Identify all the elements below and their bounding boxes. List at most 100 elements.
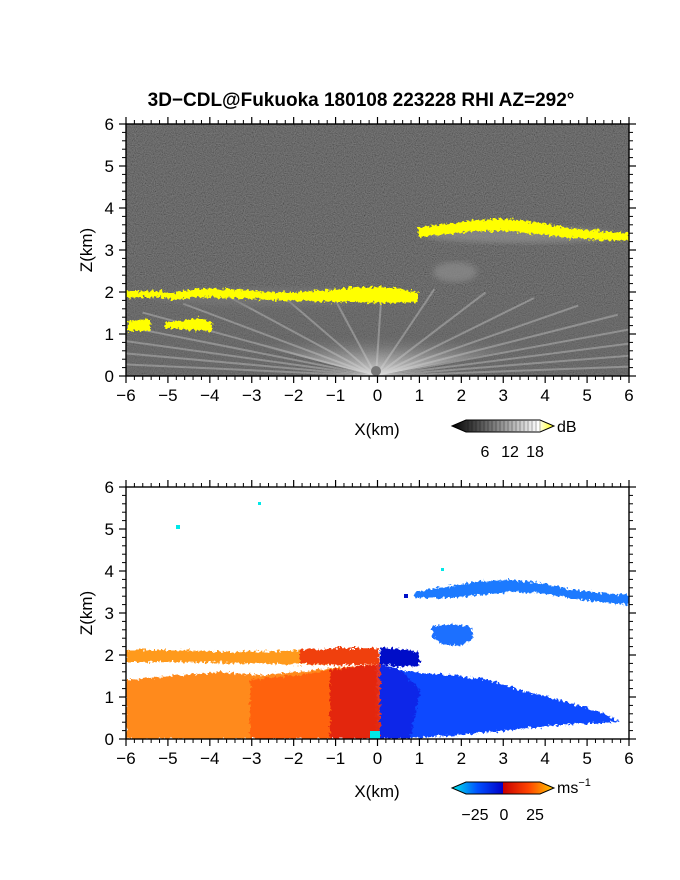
velocity-panel: −6 −5 −4 −3 −2 −1 0 1 2 3 4 5 6 0 1 2 3 4 5 6 X(km) Z(km) m… xyxy=(77,478,636,824)
colorbar-tick-label: 0 xyxy=(500,807,509,824)
y-axis-label: Z(km) xyxy=(77,228,96,272)
radar-ray xyxy=(126,363,377,376)
radar-site xyxy=(371,366,381,376)
y-tick-label: 6 xyxy=(105,478,114,497)
x-tick-label: 2 xyxy=(457,749,466,768)
colorbar-unit-base: ms xyxy=(557,780,578,797)
y-tick-label: 5 xyxy=(105,157,114,176)
axis-ticks xyxy=(119,117,636,383)
low-cloud-patch-2 xyxy=(165,318,212,331)
x-tick-label: 5 xyxy=(582,386,591,405)
scatter-pixel xyxy=(404,594,408,598)
near-radar-fan xyxy=(150,300,610,376)
upper-cloud-layer xyxy=(418,219,629,241)
x-tick-label: 0 xyxy=(373,386,382,405)
x-tick-label: 6 xyxy=(624,386,633,405)
x-tick-label: −6 xyxy=(116,749,135,768)
radar-ray xyxy=(375,342,629,376)
y-tick-label: 3 xyxy=(105,604,114,623)
boundary-layer-west-core xyxy=(330,664,382,739)
x-tick-label: −2 xyxy=(284,749,303,768)
radar-ray xyxy=(228,295,377,376)
y-tick-label: 0 xyxy=(105,367,114,386)
x-tick-label: −4 xyxy=(200,749,219,768)
velocity-patch xyxy=(432,624,474,646)
radar-site-pixel xyxy=(370,731,380,739)
radar-ray xyxy=(126,325,377,376)
velocity-image xyxy=(126,487,629,739)
boundary-layer-east-core xyxy=(380,664,420,739)
radar-ray xyxy=(375,365,629,376)
y-tick-label: 2 xyxy=(105,646,114,665)
radar-ray xyxy=(375,328,629,376)
velocity-colorbar: ms−1 −25 0 25 xyxy=(450,777,591,824)
y-tick-label: 5 xyxy=(105,520,114,539)
colorbar-tick-label: 12 xyxy=(501,444,519,461)
colorbar-tick-marks xyxy=(467,421,541,431)
y-tick-label: 1 xyxy=(105,688,114,707)
radar-ray xyxy=(375,354,629,376)
colorbar-unit: ms−1 xyxy=(557,777,591,797)
main-cloud-layer xyxy=(126,287,418,303)
x-tick-label: −3 xyxy=(242,386,261,405)
tick-labels: −6 −5 −4 −3 −2 −1 0 1 2 3 4 5 6 0 1 2 3 4 5 6 xyxy=(105,478,634,768)
y-tick-label: 2 xyxy=(105,283,114,302)
radar-ray xyxy=(126,352,377,376)
low-cloud-patch-1 xyxy=(128,319,150,331)
upper-layer xyxy=(415,580,629,605)
y-tick-label: 3 xyxy=(105,241,114,260)
y-tick-label: 6 xyxy=(105,115,114,134)
radar-rays xyxy=(126,287,629,376)
echo-patch-gray xyxy=(433,262,477,282)
colorbar-tick-label: 18 xyxy=(526,444,544,461)
reflectivity-colorbar: dB 6 12 18 xyxy=(450,419,577,461)
radar-ray xyxy=(182,302,377,376)
boundary-layer-east xyxy=(380,664,620,739)
scatter-pixel xyxy=(441,568,444,571)
y-tick-label: 0 xyxy=(105,730,114,749)
radar-ray xyxy=(375,291,486,376)
radar-ray xyxy=(375,304,579,376)
colorbar-tick-label: 25 xyxy=(526,807,544,824)
y-tick-label: 4 xyxy=(105,199,114,218)
y-axis-label: Z(km) xyxy=(77,591,96,635)
axis-ticks xyxy=(119,480,636,746)
chart-title: 3D−CDL@Fukuoka 180108 223228 RHI AZ=292° xyxy=(148,90,575,111)
colorbar-bar xyxy=(450,419,556,433)
x-tick-label: 1 xyxy=(415,386,424,405)
colorbar-unit-exponent: −1 xyxy=(578,777,591,789)
strong-echo-layers xyxy=(126,219,629,331)
radar-ray xyxy=(126,340,377,376)
x-tick-label: 5 xyxy=(582,749,591,768)
x-tick-label: 4 xyxy=(540,749,549,768)
scatter-pixel xyxy=(258,502,261,505)
x-tick-label: −1 xyxy=(326,749,345,768)
y-tick-label: 4 xyxy=(105,562,114,581)
x-tick-label: −5 xyxy=(158,749,177,768)
x-tick-label: 0 xyxy=(373,749,382,768)
x-tick-label: 1 xyxy=(415,749,424,768)
scatter-pixel xyxy=(176,525,180,529)
x-tick-label: 6 xyxy=(624,749,633,768)
reflectivity-image xyxy=(126,124,629,376)
x-tick-label: −3 xyxy=(242,749,261,768)
colorbar-bar xyxy=(450,781,556,795)
x-axis-label: X(km) xyxy=(354,782,399,801)
velocity-echo-layers xyxy=(126,580,629,739)
x-tick-label: −2 xyxy=(284,386,303,405)
x-axis-label: X(km) xyxy=(354,420,399,439)
tick-labels: −6 −5 −4 −3 −2 −1 0 1 2 3 4 5 6 0 1 2 3 4 5 6 xyxy=(105,115,634,405)
x-tick-label: 2 xyxy=(457,386,466,405)
x-tick-label: 3 xyxy=(499,749,508,768)
x-tick-label: 4 xyxy=(540,386,549,405)
x-tick-label: −6 xyxy=(116,386,135,405)
x-tick-label: −4 xyxy=(200,386,219,405)
x-tick-label: 3 xyxy=(499,386,508,405)
colorbar-tick-label: 6 xyxy=(481,444,490,461)
main-layer-west-core xyxy=(300,648,380,665)
main-layer-east xyxy=(380,648,420,667)
radar-ray xyxy=(375,297,535,376)
x-tick-label: −5 xyxy=(158,386,177,405)
